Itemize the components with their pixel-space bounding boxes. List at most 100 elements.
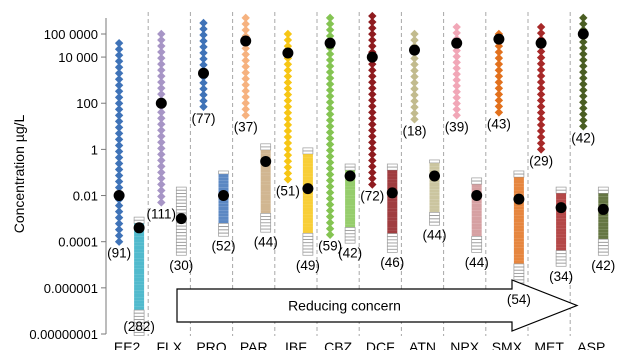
data-point bbox=[157, 198, 166, 207]
data-point bbox=[134, 290, 145, 294]
data-point bbox=[260, 153, 271, 157]
data-point bbox=[325, 152, 335, 161]
data-point bbox=[368, 132, 377, 141]
sample-count: (111) bbox=[147, 206, 177, 221]
data-point bbox=[471, 249, 483, 253]
data-point bbox=[555, 262, 567, 267]
y-tick-label: 100 0000 bbox=[44, 27, 98, 42]
data-point bbox=[579, 13, 588, 23]
data-point bbox=[579, 98, 588, 107]
data-point bbox=[536, 47, 546, 56]
data-point bbox=[134, 252, 145, 256]
data-point bbox=[157, 29, 166, 39]
data-point bbox=[410, 102, 419, 112]
median-point bbox=[451, 37, 463, 49]
data-point bbox=[471, 180, 483, 185]
category-label: CBZ bbox=[324, 339, 352, 350]
data-point bbox=[199, 48, 208, 58]
data-point bbox=[368, 11, 377, 21]
y-tick-label: 100 bbox=[76, 96, 98, 111]
category-label: ASP bbox=[577, 339, 605, 350]
data-point bbox=[387, 217, 398, 221]
median-point bbox=[240, 35, 252, 47]
data-point bbox=[133, 309, 145, 314]
data-point bbox=[556, 199, 567, 203]
data-point bbox=[494, 90, 504, 99]
data-point bbox=[555, 186, 567, 191]
y-tick-label: 0.0001 bbox=[58, 235, 98, 250]
data-point bbox=[513, 186, 524, 191]
data-point bbox=[410, 66, 419, 75]
data-point bbox=[302, 239, 314, 243]
y-axis: 0.00000001 0.000001 0.0001 0.01 1 100 10 000 10… bbox=[29, 18, 107, 342]
sample-count: (91) bbox=[107, 246, 131, 261]
data-point bbox=[325, 212, 335, 221]
median-point bbox=[597, 203, 609, 215]
data-point bbox=[260, 172, 271, 176]
category-label: ATN bbox=[409, 339, 436, 350]
data-point bbox=[218, 216, 229, 220]
data-point bbox=[368, 126, 377, 135]
data-point bbox=[134, 306, 145, 310]
sample-count: (44) bbox=[422, 228, 446, 243]
data-point bbox=[598, 200, 609, 204]
data-point bbox=[175, 242, 187, 246]
data-point bbox=[536, 22, 546, 32]
data-point bbox=[302, 160, 313, 164]
data-point bbox=[157, 83, 166, 93]
data-point bbox=[114, 141, 124, 150]
data-point bbox=[556, 240, 567, 245]
data-point bbox=[579, 110, 588, 119]
data-point bbox=[536, 71, 546, 81]
sample-count: (29) bbox=[529, 153, 553, 168]
data-point bbox=[134, 277, 145, 282]
data-point bbox=[345, 224, 356, 228]
data-point bbox=[579, 79, 588, 89]
data-point bbox=[325, 116, 335, 125]
data-point bbox=[325, 146, 335, 155]
sample-count: (52) bbox=[211, 239, 235, 254]
data-point bbox=[513, 173, 525, 178]
data-point bbox=[283, 175, 293, 184]
data-point bbox=[536, 53, 546, 62]
data-point bbox=[302, 195, 313, 199]
data-point bbox=[199, 18, 208, 28]
data-point bbox=[598, 193, 609, 197]
data-point bbox=[283, 169, 293, 178]
data-point bbox=[344, 230, 356, 235]
data-point bbox=[471, 233, 482, 237]
data-point bbox=[410, 54, 419, 63]
data-point bbox=[134, 233, 145, 237]
data-point bbox=[597, 251, 609, 256]
data-point bbox=[452, 75, 461, 85]
sample-count: (43) bbox=[487, 116, 511, 131]
data-point bbox=[157, 132, 166, 141]
data-point bbox=[218, 213, 229, 217]
data-point bbox=[513, 254, 524, 258]
data-point bbox=[260, 150, 271, 154]
data-point bbox=[199, 90, 208, 100]
sample-count: (42) bbox=[338, 246, 362, 261]
sample-count: (42) bbox=[571, 130, 595, 145]
data-point bbox=[199, 96, 208, 106]
data-point bbox=[157, 89, 166, 99]
data-point bbox=[471, 184, 482, 188]
data-point bbox=[471, 239, 483, 243]
data-point bbox=[114, 57, 124, 66]
data-point bbox=[175, 206, 187, 210]
data-point bbox=[114, 123, 124, 132]
data-point bbox=[494, 47, 504, 57]
data-point bbox=[579, 19, 588, 29]
data-point bbox=[513, 269, 525, 274]
data-point bbox=[345, 192, 356, 196]
data-point bbox=[555, 259, 567, 264]
data-point bbox=[157, 35, 166, 45]
data-point bbox=[175, 232, 187, 237]
data-point bbox=[386, 245, 398, 250]
data-point bbox=[283, 138, 293, 148]
data-point bbox=[555, 189, 567, 194]
data-point bbox=[325, 110, 335, 119]
data-point bbox=[260, 184, 271, 189]
data-point bbox=[260, 143, 272, 148]
data-point bbox=[134, 271, 145, 275]
